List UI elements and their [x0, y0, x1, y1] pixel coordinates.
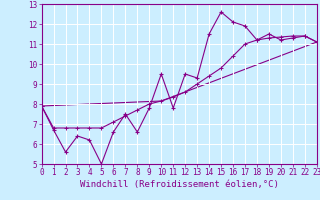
X-axis label: Windchill (Refroidissement éolien,°C): Windchill (Refroidissement éolien,°C) — [80, 180, 279, 189]
